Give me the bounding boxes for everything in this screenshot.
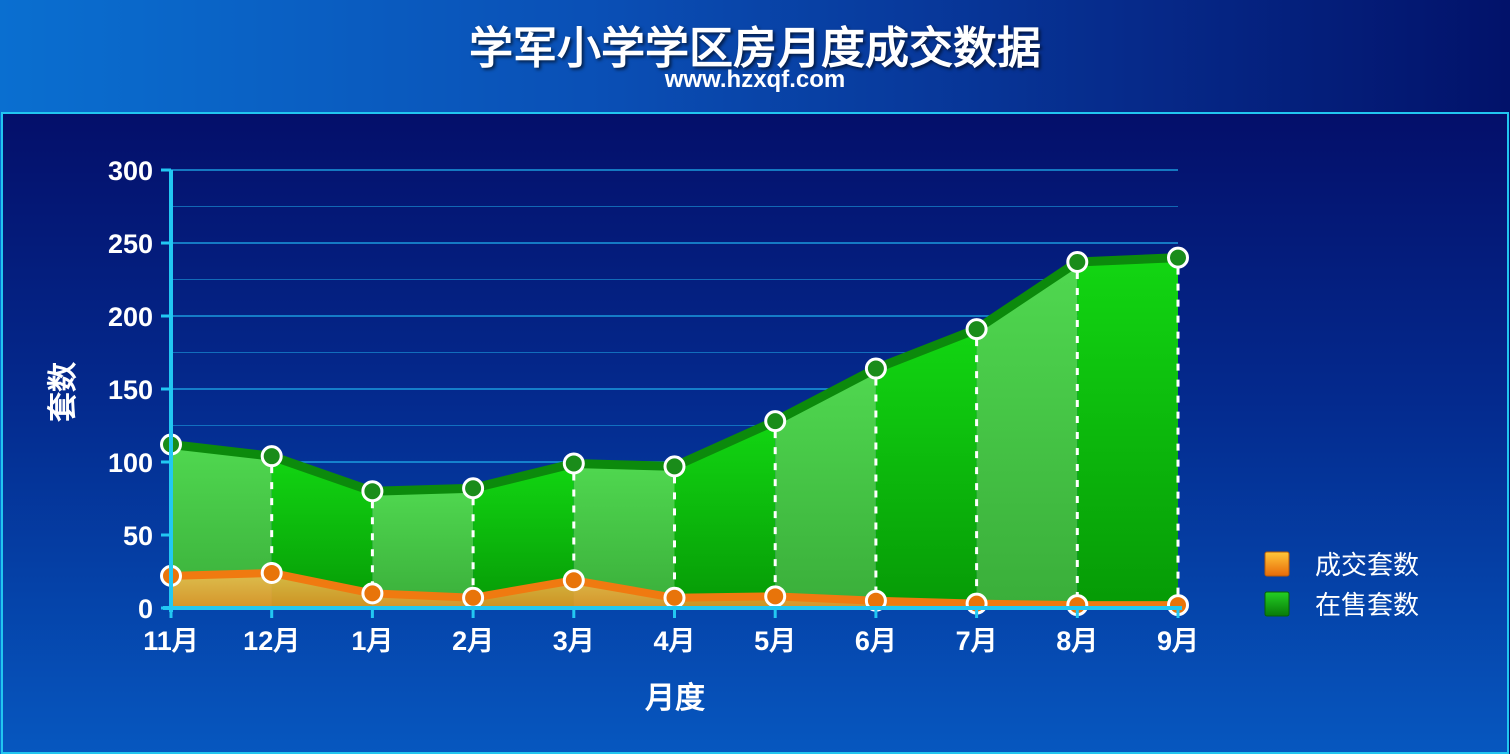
legend-label-deal: 成交套数 <box>1315 551 1419 581</box>
x-tick-label: 1月 <box>351 626 393 656</box>
sale-data-point <box>663 455 686 478</box>
y-tick-label: 150 <box>108 375 153 405</box>
x-tick-label: 2月 <box>452 626 494 656</box>
sale-data-point <box>864 357 887 380</box>
sale-data-point <box>965 318 988 341</box>
x-tick-label: 8月 <box>1056 626 1098 656</box>
x-tick-label: 11月 <box>143 626 199 656</box>
x-axis-title: 月度 <box>645 681 705 716</box>
deal-data-point <box>361 582 384 605</box>
legend: 成交套数 在售套数 <box>1264 551 1419 621</box>
sale-area-segment <box>171 444 272 608</box>
sale-data-point <box>764 410 787 433</box>
deal-data-point <box>462 586 485 609</box>
chart-header: 学军小学学区房月度成交数据 www.hzxqf.com <box>0 0 1510 110</box>
deal-data-point <box>663 586 686 609</box>
sale-area-segment <box>473 463 574 608</box>
drop-lines <box>270 267 1180 596</box>
x-tick-label: 6月 <box>855 626 897 656</box>
sale-area-segment <box>372 488 474 608</box>
sale-data-point <box>1167 246 1189 269</box>
sale-area-segment <box>775 368 876 608</box>
sale-area-segment <box>976 261 1078 608</box>
deal-data-point <box>562 569 585 592</box>
x-tick-label: 5月 <box>754 626 796 656</box>
sale-area-segment <box>1077 257 1178 608</box>
y-tick-label: 50 <box>123 521 153 551</box>
sale-data-point <box>562 452 585 475</box>
y-tick-label: 100 <box>108 448 153 478</box>
x-tick-label: 9月 <box>1157 626 1199 656</box>
chart-title: 学军小学学区房月度成交数据 <box>469 23 1041 74</box>
sale-data-point <box>1066 250 1089 273</box>
sale-data-point <box>462 477 485 500</box>
x-tick-label: 3月 <box>553 626 595 656</box>
legend-swatch-sale <box>1264 591 1290 617</box>
sale-data-point <box>260 445 283 468</box>
y-axis-title: 套数 <box>46 361 81 422</box>
sale-area-segment <box>271 456 373 608</box>
y-tick-label: 250 <box>108 229 153 259</box>
axes: 0 50 100 150 200 250 300 11月 12月 1月 2月 3月 4月 5月 6月 7月 8月… <box>108 156 1199 656</box>
sale-area-segment <box>573 463 675 608</box>
y-tick-label: 300 <box>108 156 153 186</box>
y-tick-label: 0 <box>138 594 153 624</box>
legend-label-sale: 在售套数 <box>1315 591 1419 621</box>
x-tick-label: 4月 <box>653 626 695 656</box>
y-tick-label: 200 <box>108 302 153 332</box>
x-tick-label: 12月 <box>243 626 300 656</box>
sale-area-segment <box>875 329 977 608</box>
chart-panel: 0 50 100 150 200 250 300 11月 12月 1月 2月 3月 4月 5月 6月 7月 8月… <box>1 112 1509 754</box>
legend-swatch-deal <box>1264 551 1290 577</box>
sale-data-point <box>361 480 384 503</box>
deal-data-point <box>260 561 283 584</box>
x-tick-label: 7月 <box>956 626 998 656</box>
area-chart: 0 50 100 150 200 250 300 11月 12月 1月 2月 3月 4月 5月 6月 7月 8月… <box>46 156 1419 716</box>
chart-subtitle: www.hzxqf.com <box>664 66 846 93</box>
sale-area-segment <box>674 421 776 608</box>
deal-data-point <box>764 585 787 608</box>
area-fills <box>171 257 1178 608</box>
